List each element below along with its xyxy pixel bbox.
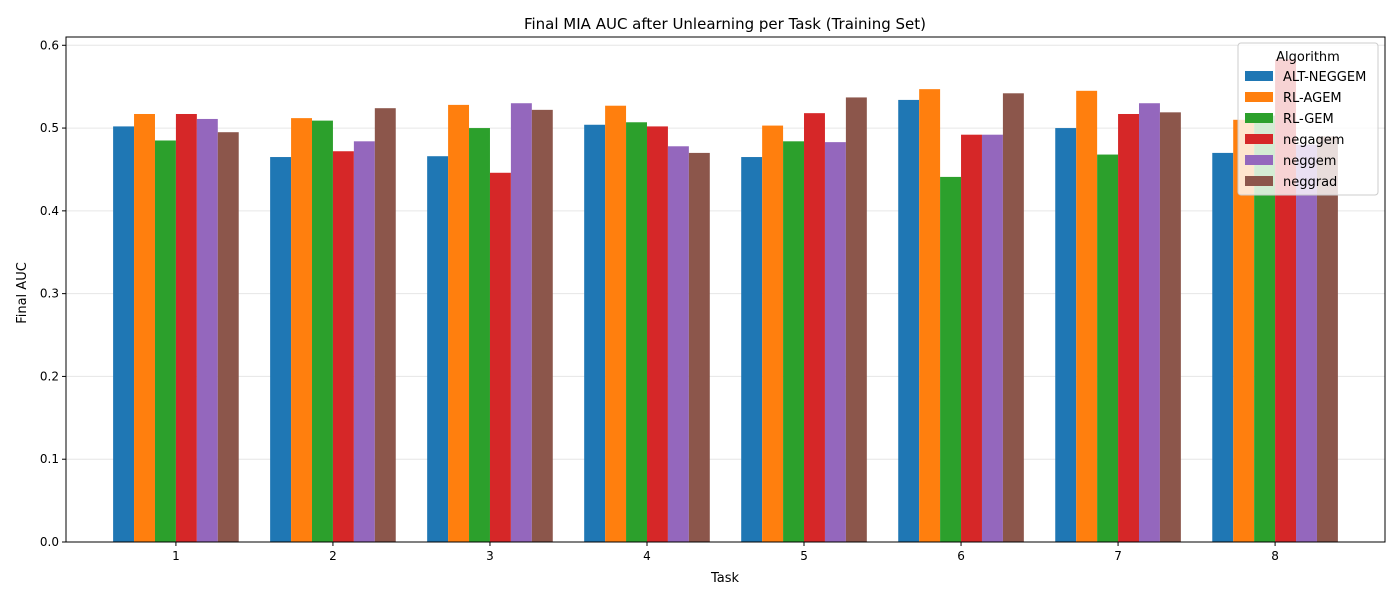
bars [113, 59, 1338, 543]
bar [196, 118, 218, 542]
legend-label: ALT-NEGGEM [1283, 70, 1366, 85]
bar [175, 113, 197, 542]
x-tick-label: 3 [486, 549, 494, 563]
bar [605, 105, 627, 543]
y-tick-label: 0.2 [40, 369, 59, 383]
bar [919, 89, 941, 543]
x-tick-label: 2 [329, 549, 337, 563]
bar [510, 103, 532, 543]
x-axis-label: Task [710, 571, 740, 586]
y-tick-label: 0.4 [40, 204, 59, 218]
bar [427, 156, 449, 542]
y-tick-label: 0.5 [40, 121, 59, 135]
legend-swatch [1245, 92, 1273, 102]
bar [1233, 119, 1255, 542]
bar [374, 108, 396, 543]
y-axis: 0.0 0.1 0.2 0.3 0.4 0.5 0.6 [40, 38, 66, 549]
legend-label: negagem [1283, 133, 1344, 148]
x-tick-label: 7 [1114, 549, 1122, 563]
bar [688, 152, 710, 542]
legend-swatch [1245, 113, 1273, 123]
bar [134, 113, 155, 542]
bar [1002, 93, 1024, 543]
gridlines [66, 44, 1385, 543]
legend-swatch [1245, 134, 1273, 144]
bar [1118, 113, 1139, 542]
y-tick-label: 0.3 [40, 287, 59, 301]
bar [1159, 112, 1181, 543]
bar [626, 122, 647, 542]
bar [646, 126, 668, 542]
x-axis: 1 2 3 4 5 6 7 8 [172, 542, 1279, 563]
legend-swatch [1245, 176, 1273, 186]
y-tick-label: 0.6 [40, 38, 59, 52]
x-tick-label: 4 [643, 549, 651, 563]
x-tick-label: 6 [957, 549, 965, 563]
bar [762, 125, 784, 542]
bar [1138, 103, 1160, 543]
legend: Algorithm ALT-NEGGEM RL-AGEM RL-GEM negagem n… [1237, 42, 1379, 196]
legend-label: neggem [1283, 154, 1336, 169]
legend-swatch [1245, 71, 1273, 81]
chart-title: Final MIA AUC after Unlearning per Task … [524, 15, 926, 33]
bar [783, 141, 805, 543]
bar [804, 113, 825, 542]
plot-frame [65, 36, 1386, 543]
x-tick-label: 5 [800, 549, 808, 563]
legend-label: RL-AGEM [1283, 91, 1342, 106]
bar [1076, 90, 1098, 543]
bar [1212, 152, 1234, 542]
bar [1254, 115, 1276, 543]
legend-label: RL-GEM [1283, 112, 1334, 127]
bar [1055, 128, 1077, 543]
legend-swatch [1245, 155, 1273, 165]
bar [469, 128, 490, 543]
bar [667, 146, 689, 542]
legend-label: neggrad [1283, 175, 1337, 190]
bar [584, 124, 606, 543]
bar [332, 151, 354, 542]
bar [312, 120, 333, 543]
legend-title: Algorithm [1276, 50, 1340, 65]
bar [353, 141, 375, 543]
y-axis-label: Final AUC [15, 262, 30, 324]
bar [961, 134, 982, 542]
bar [741, 157, 763, 542]
bar [270, 157, 292, 542]
y-tick-label: 0.1 [40, 452, 59, 466]
bar [898, 99, 920, 542]
bar [824, 142, 846, 542]
bar [154, 140, 176, 542]
bar [845, 97, 867, 543]
bar [1296, 144, 1317, 542]
x-tick-label: 1 [172, 549, 180, 563]
bar [291, 118, 313, 542]
bar [217, 132, 239, 542]
bar [981, 134, 1003, 542]
x-tick-label: 8 [1271, 549, 1279, 563]
bar [531, 109, 553, 542]
bar [448, 104, 470, 542]
bar [940, 176, 962, 542]
y-tick-label: 0.0 [40, 535, 59, 549]
bar [1316, 136, 1338, 542]
bar [113, 126, 135, 542]
bar [1097, 154, 1119, 542]
bar [489, 172, 511, 542]
